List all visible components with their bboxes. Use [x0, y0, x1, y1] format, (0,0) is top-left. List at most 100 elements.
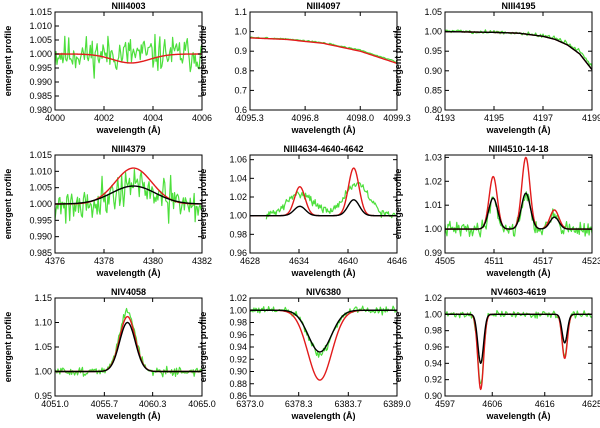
y-tick-label: 1.05	[424, 7, 442, 17]
y-tick-label: 1.10	[34, 318, 52, 328]
y-tick-label: 0.6	[234, 105, 247, 115]
y-tick-label: 0.8	[234, 66, 247, 76]
series-observed-line	[55, 33, 202, 79]
panel-title: NIII4003	[111, 1, 145, 11]
x-tick-label: 4640	[338, 256, 358, 266]
y-tick-label: 0.990	[29, 77, 52, 87]
plot-frame	[444, 11, 593, 111]
y-tick-label: 1.06	[229, 155, 247, 165]
y-tick-label: 0.98	[424, 326, 442, 336]
panel-niv4058: 4051.0 4055.7 4060.3 4065.0 0.95 1.00 1.05 1.10…	[3, 287, 216, 421]
panel-title: NIII4510-14-18	[488, 144, 548, 154]
y-tick-label: 0.96	[229, 248, 247, 258]
y-tick-label: 0.96	[424, 342, 442, 352]
series-observed-line	[445, 29, 592, 68]
x-tick-label: 4095.3	[236, 113, 264, 123]
series-model-b-line	[445, 192, 592, 230]
series-observed-line	[250, 305, 397, 358]
y-tick-label: 1.000	[29, 49, 52, 59]
y-tick-label: 1.03	[424, 152, 442, 162]
x-tick-label: 4199	[582, 113, 600, 123]
y-tick-label: 1.02	[229, 293, 247, 303]
series-model-b-line	[445, 30, 592, 71]
x-tick-label: 4606	[482, 399, 502, 409]
x-tick-label: 6378.3	[285, 399, 313, 409]
y-tick-label: 0.90	[424, 66, 442, 76]
y-tick-label: 0.985	[29, 91, 52, 101]
y-tick-label: 0.95	[34, 391, 52, 401]
y-tick-label: 0.9	[234, 46, 247, 56]
series-model-a-line	[445, 30, 592, 71]
x-axis-label: wavelength (Å)	[95, 411, 160, 421]
y-tick-label: 1.02	[424, 293, 442, 303]
y-tick-label: 1.005	[29, 183, 52, 193]
panel-niii4379: 4376 4378 4380 4382 0.985 0.990 0.995 1.000 1.00…	[3, 144, 212, 278]
x-tick-label: 6389.0	[383, 399, 411, 409]
x-tick-label: 4055.7	[91, 399, 119, 409]
y-tick-label: 0.980	[29, 105, 52, 115]
y-axis-label: emergent profile	[198, 312, 208, 383]
y-tick-label: 1.005	[29, 35, 52, 45]
panel-niii4510-14-18: 4505 4511 4517 4523 0.99 1.00 1.01 1.02 1.03 NIII…	[393, 144, 600, 278]
y-tick-label: 0.96	[229, 330, 247, 340]
series-model-b-line	[250, 199, 397, 217]
plot-frame	[249, 11, 398, 111]
series-observed-line	[55, 307, 202, 378]
y-tick-label: 1.01	[424, 200, 442, 210]
plot-frame	[444, 154, 593, 254]
series-observed-line	[55, 169, 202, 224]
y-tick-label: 0.86	[229, 391, 247, 401]
x-tick-label: 4625	[582, 399, 600, 409]
y-tick-label: 0.94	[424, 358, 442, 368]
y-axis-label: emergent profile	[393, 312, 403, 383]
panel-title: NIII4195	[501, 1, 535, 11]
y-axis-label: emergent profile	[393, 169, 403, 240]
y-tick-label: 1.00	[229, 305, 247, 315]
x-axis-label: wavelength (Å)	[95, 268, 160, 278]
series-model-a-line	[55, 315, 202, 373]
y-tick-label: 1.1	[234, 7, 247, 17]
x-tick-label: 4051.0	[41, 399, 69, 409]
panel-title: NIV4058	[111, 287, 146, 297]
y-tick-label: 1.04	[229, 173, 247, 183]
y-tick-label: 0.995	[29, 215, 52, 225]
x-tick-label: 4376	[45, 256, 65, 266]
y-tick-label: 1.00	[424, 309, 442, 319]
y-tick-label: 0.985	[29, 248, 52, 258]
y-tick-label: 0.7	[234, 85, 247, 95]
x-tick-label: 6383.7	[335, 399, 363, 409]
series-model-b-line	[55, 185, 202, 205]
series-model-a-line	[250, 37, 397, 65]
y-tick-label: 1.010	[29, 166, 52, 176]
panel-title: NIII4634-4640-4642	[283, 144, 363, 154]
y-tick-label: 0.99	[424, 248, 442, 258]
panel-nv4603-4619: 4597 4606 4616 4625 0.90 0.92 0.94 0.96 0.98 1.00…	[393, 287, 600, 421]
y-tick-label: 1.00	[34, 367, 52, 377]
x-tick-label: 4382	[192, 256, 212, 266]
plot-frame	[54, 11, 203, 111]
x-axis-label: wavelength (Å)	[485, 125, 550, 135]
y-tick-label: 1.00	[424, 27, 442, 37]
y-axis-label: emergent profile	[393, 26, 403, 97]
y-tick-label: 0.98	[229, 229, 247, 239]
x-tick-label: 4616	[535, 399, 555, 409]
y-tick-label: 1.00	[424, 224, 442, 234]
panel-niii4003: 4000 4002 4004 4006 0.980 0.985 0.990 0.995 1.00…	[3, 1, 212, 135]
panel-niv6380: 6373.0 6378.3 6383.7 6389.0 0.86 0.88 0.90 0.92…	[198, 287, 411, 421]
y-axis-label: emergent profile	[198, 26, 208, 97]
series-model-a-line	[55, 53, 202, 64]
x-tick-label: 4004	[143, 113, 163, 123]
y-tick-label: 0.85	[424, 85, 442, 95]
y-tick-label: 1.0	[234, 27, 247, 37]
x-tick-label: 4060.3	[139, 399, 167, 409]
x-tick-label: 4000	[45, 113, 65, 123]
x-tick-label: 4378	[94, 256, 114, 266]
y-tick-label: 0.80	[424, 105, 442, 115]
plot-frame	[249, 154, 398, 254]
panel-title: NV4603-4619	[491, 287, 547, 297]
x-tick-label: 4505	[435, 256, 455, 266]
y-tick-label: 1.00	[229, 211, 247, 221]
x-tick-label: 4197	[533, 113, 553, 123]
y-tick-label: 0.90	[424, 391, 442, 401]
